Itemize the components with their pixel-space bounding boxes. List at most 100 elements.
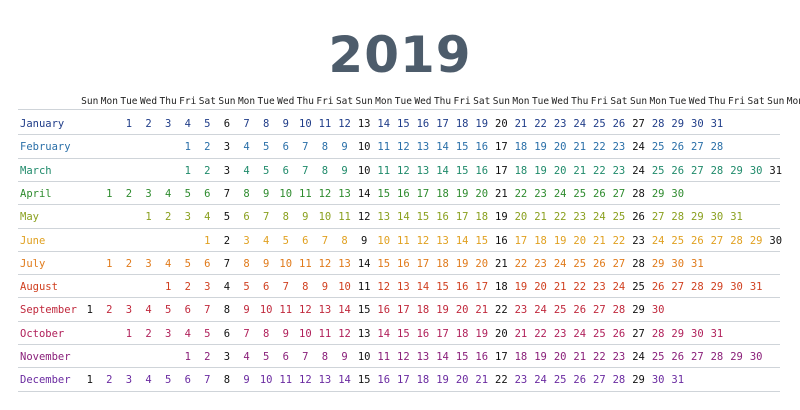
weekday-header: Fri: [590, 96, 608, 107]
row-divider: [18, 274, 780, 276]
day-cell: 2: [145, 327, 152, 340]
day-cell: 9: [341, 164, 348, 177]
day-cell: 2: [204, 141, 211, 154]
weekday-header: Sun: [355, 96, 373, 107]
day-cell: 12: [377, 281, 391, 294]
day-cell: 6: [243, 211, 250, 224]
day-cell: 15: [377, 187, 391, 200]
day-cell: 3: [164, 118, 172, 130]
day-cell: 3: [125, 374, 133, 387]
weekday-header: Sun: [629, 96, 648, 107]
day-cell: 10: [299, 327, 312, 340]
day-cell: 17: [475, 281, 489, 294]
day-cell: 5: [262, 351, 270, 363]
day-cell: 5: [184, 257, 191, 270]
day-cell: 11: [299, 257, 312, 270]
month-name: April: [20, 187, 52, 200]
weekday-header: Thu: [296, 96, 314, 107]
day-cell: 5: [164, 374, 172, 387]
day-cell: 6: [282, 351, 289, 363]
day-cell: 22: [534, 118, 547, 130]
day-cell: 7: [321, 234, 329, 247]
day-cell: 14: [338, 374, 351, 387]
day-cell: 2: [204, 351, 211, 363]
day-cell: 13: [357, 327, 371, 340]
day-cell: 15: [357, 374, 371, 387]
day-cell: 3: [125, 304, 133, 317]
day-cell: 10: [279, 187, 293, 200]
weekday-header: Thu: [159, 96, 177, 107]
day-cell: 22: [534, 327, 547, 340]
day-cell: 4: [184, 327, 191, 340]
calendar-year-title: 2019: [328, 26, 472, 84]
day-cell: 7: [302, 141, 309, 154]
day-cell: 12: [357, 211, 371, 224]
day-cell: 21: [573, 141, 587, 154]
month-row-february: February 1 2 3 4 5 6 7 8 9 10 11 12 13 14 15 16 17 18 19 20 2…: [18, 135, 780, 158]
month-row-january: January 1 2 3 4 5 6 7 8 9 10 11 12 13 14 15 16 17 18 19 20 21…: [18, 112, 780, 135]
day-cell: 3: [145, 187, 152, 200]
day-cell: 28: [671, 211, 685, 224]
row-divider: [18, 250, 780, 252]
day-cell: 1: [125, 327, 133, 340]
day-cell: 10: [377, 234, 391, 247]
day-cell: 12: [318, 257, 332, 270]
weekday-header: Mon: [786, 96, 800, 107]
day-cell: 27: [691, 351, 704, 363]
month-name: March: [20, 164, 52, 177]
day-cell: 5: [204, 118, 211, 130]
day-cell: 1: [204, 234, 211, 247]
day-cell: 20: [475, 257, 489, 270]
day-cell: 17: [495, 164, 508, 177]
day-cell: 29: [632, 374, 645, 387]
day-cell: 28: [730, 234, 743, 247]
day-cell: 7: [204, 304, 211, 317]
day-cell: 25: [573, 187, 587, 200]
day-cell: 23: [534, 187, 547, 200]
day-cell: 12: [338, 327, 351, 340]
day-cell: 2: [145, 118, 152, 130]
day-cell: 26: [593, 187, 606, 200]
day-cell: 26: [671, 351, 685, 363]
day-cell: 18: [436, 257, 449, 270]
day-cell: 24: [593, 211, 606, 224]
weekday-header: Sat: [473, 96, 491, 107]
day-cell: 20: [455, 304, 469, 317]
day-cell: 11: [397, 234, 410, 247]
day-cell: 20: [553, 164, 567, 177]
day-cell: 23: [534, 257, 547, 270]
month-row-march: March 1 2 3 4 5 6 7 8 9 10 11 12 13 14 15 16 17 18 19 20 21 22…: [18, 159, 782, 182]
day-cell: 4: [164, 257, 172, 270]
day-cell: 23: [612, 141, 626, 154]
day-cell: 4: [145, 374, 152, 387]
month-name: July: [20, 257, 46, 270]
day-cell: 24: [573, 118, 587, 130]
weekday-header: Sun: [492, 96, 510, 107]
day-cell: 29: [730, 164, 743, 177]
day-cell: 19: [534, 351, 547, 363]
day-cell: 11: [377, 141, 391, 154]
day-cell: 31: [730, 211, 743, 224]
month-row-november: November 1 2 3 4 5 6 7 8 9 10 11 12 13 14 15 16 17 18 19 20 2…: [18, 345, 780, 368]
day-cell: 24: [534, 374, 547, 387]
day-cell: 9: [302, 211, 309, 224]
row-divider: [18, 297, 780, 299]
day-cell: 28: [710, 141, 724, 154]
day-cell: 7: [302, 164, 309, 177]
day-cell: 21: [514, 118, 528, 130]
day-cell: 27: [593, 304, 606, 317]
day-cell: 26: [691, 234, 704, 247]
day-cell: 14: [436, 164, 449, 177]
row-divider: [18, 367, 780, 369]
day-cell: 27: [632, 327, 645, 340]
row-divider: [18, 157, 780, 159]
day-cell: 8: [262, 327, 270, 340]
day-cell: 12: [397, 164, 410, 177]
day-cell: 20: [573, 234, 587, 247]
day-cell: 17: [416, 187, 430, 200]
day-cell: 13: [416, 351, 430, 363]
day-cell: 21: [495, 187, 508, 200]
row-divider: [18, 390, 780, 392]
day-cell: 6: [282, 164, 289, 177]
